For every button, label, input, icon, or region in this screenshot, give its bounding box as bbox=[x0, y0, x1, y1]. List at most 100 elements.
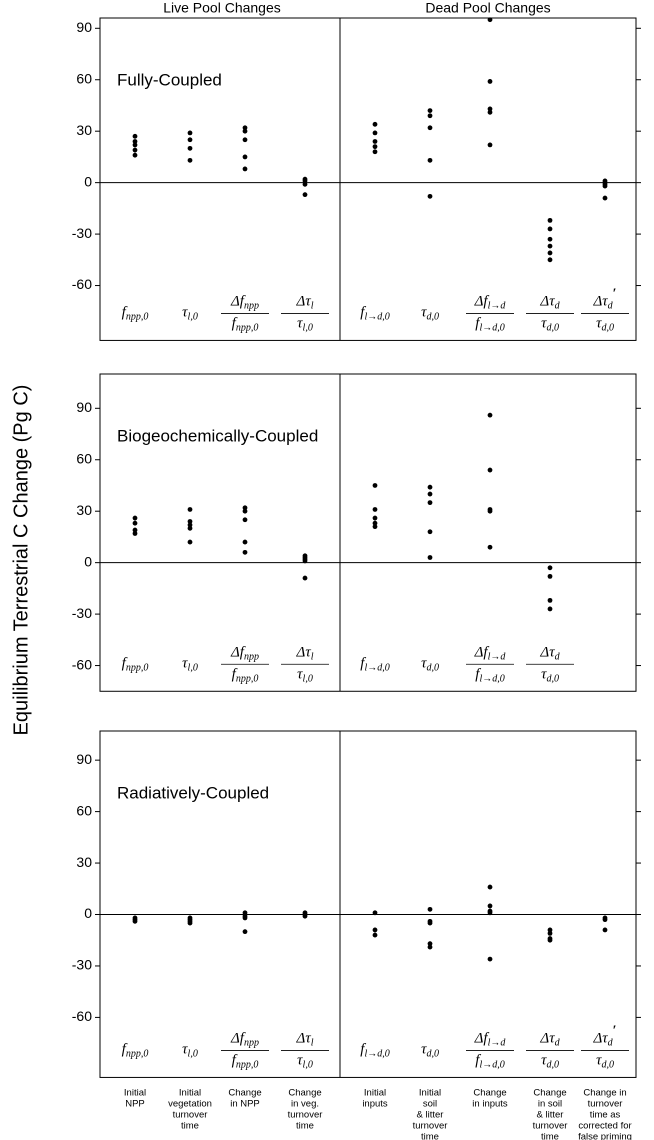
math-symbol: f bbox=[360, 656, 366, 672]
data-point bbox=[187, 525, 193, 531]
math-symbol: f bbox=[122, 305, 128, 321]
column-description: Change bbox=[473, 1088, 506, 1099]
math-label: Δfnpp bbox=[230, 645, 259, 663]
data-point bbox=[187, 522, 193, 528]
math-symbol: f bbox=[232, 667, 238, 683]
math-label: τl,0 bbox=[297, 1053, 313, 1071]
math-symbol: Δτ bbox=[539, 294, 555, 310]
math-subscript: d bbox=[555, 301, 561, 312]
math-symbol: τ bbox=[421, 1042, 427, 1058]
math-subscript: d,0 bbox=[426, 312, 439, 323]
data-point bbox=[132, 152, 138, 158]
data-point bbox=[427, 484, 433, 490]
data-point bbox=[487, 109, 493, 115]
math-label: Δτl bbox=[296, 645, 314, 663]
data-point bbox=[487, 956, 493, 962]
math-subscript: d,0 bbox=[426, 1049, 439, 1060]
math-symbol: Δτ bbox=[592, 294, 608, 310]
data-point bbox=[187, 145, 193, 151]
panel-title: Radiatively-Coupled bbox=[117, 783, 269, 802]
math-label: Δfl→d bbox=[474, 1031, 507, 1049]
data-point bbox=[487, 903, 493, 909]
math-symbol: f bbox=[232, 1053, 238, 1069]
data-point bbox=[427, 491, 433, 497]
column-description: inputs bbox=[362, 1099, 388, 1110]
y-tick-label: 60 bbox=[76, 70, 92, 86]
math-label: τd,0 bbox=[596, 1053, 614, 1071]
y-tick-label: 30 bbox=[76, 122, 92, 138]
column-description: turnover bbox=[588, 1099, 623, 1110]
data-point bbox=[602, 195, 608, 201]
math-symbol: Δτ bbox=[296, 645, 312, 661]
math-label: fnpp,0 bbox=[232, 316, 259, 334]
data-point bbox=[487, 910, 493, 916]
data-point bbox=[242, 137, 248, 143]
data-point bbox=[187, 539, 193, 545]
data-point bbox=[372, 932, 378, 938]
data-point bbox=[547, 573, 553, 579]
data-point bbox=[132, 515, 138, 521]
data-point bbox=[372, 139, 378, 144]
math-label: fnpp,0 bbox=[122, 1042, 149, 1060]
column-description: Change bbox=[288, 1088, 321, 1099]
data-point bbox=[427, 555, 433, 560]
math-subscript: npp bbox=[244, 1038, 259, 1049]
math-symbol: Δf bbox=[474, 1031, 490, 1047]
math-subscript: l→d,0 bbox=[479, 323, 504, 334]
math-subscript: d bbox=[555, 1038, 561, 1049]
math-label: fl→d,0 bbox=[475, 667, 504, 685]
data-point bbox=[372, 483, 378, 488]
data-point bbox=[427, 920, 433, 926]
math-symbol: τ bbox=[421, 656, 427, 672]
math-label: τd,0 bbox=[421, 305, 439, 323]
y-tick-label: 60 bbox=[76, 802, 92, 818]
data-point bbox=[187, 507, 193, 512]
math-symbol: τ bbox=[297, 1053, 303, 1069]
y-tick-label: -30 bbox=[72, 605, 92, 621]
data-point bbox=[547, 930, 553, 936]
data-point bbox=[132, 147, 138, 153]
data-point bbox=[242, 125, 248, 131]
math-subscript: l,0 bbox=[188, 312, 198, 323]
math-label: Δτl bbox=[296, 294, 314, 312]
math-label: Δτd bbox=[539, 294, 560, 312]
y-tick-label: 90 bbox=[76, 19, 92, 35]
math-label: fnpp,0 bbox=[122, 656, 149, 674]
data-point bbox=[487, 467, 493, 473]
data-point bbox=[187, 137, 193, 143]
data-point bbox=[372, 507, 378, 512]
column-description: Initial bbox=[364, 1088, 386, 1099]
data-point bbox=[187, 157, 193, 163]
math-subscript: l bbox=[311, 652, 314, 663]
column-description: corrected for bbox=[578, 1121, 631, 1132]
math-symbol: τ bbox=[182, 305, 188, 321]
math-subscript: npp bbox=[244, 301, 259, 312]
math-subscript: d bbox=[608, 301, 614, 312]
math-label: Δfnpp bbox=[230, 294, 259, 312]
math-symbol: f bbox=[122, 656, 128, 672]
column-description: vegetation bbox=[168, 1099, 212, 1110]
math-subscript: d,0 bbox=[546, 674, 559, 685]
data-point bbox=[547, 937, 553, 943]
math-label: τl,0 bbox=[297, 316, 313, 334]
math-label: τl,0 bbox=[182, 656, 198, 674]
math-symbol: τ bbox=[421, 305, 427, 321]
math-subscript: npp,0 bbox=[236, 323, 259, 334]
math-label: Δfnpp bbox=[230, 1031, 259, 1049]
data-point bbox=[427, 113, 433, 119]
data-point bbox=[547, 226, 553, 232]
data-point bbox=[427, 193, 433, 199]
data-point bbox=[302, 192, 308, 198]
math-subscript: l,0 bbox=[188, 663, 198, 674]
column-description: time bbox=[541, 1132, 559, 1140]
column-description: time bbox=[181, 1121, 199, 1132]
y-tick-label: 0 bbox=[84, 553, 92, 569]
data-point bbox=[602, 917, 608, 923]
panel-title: Biogeochemically-Coupled bbox=[117, 426, 318, 445]
math-subscript: l→d,0 bbox=[364, 663, 389, 674]
math-symbol: Δτ bbox=[592, 1031, 608, 1047]
math-subscript: npp,0 bbox=[126, 312, 149, 323]
data-point bbox=[372, 149, 378, 155]
math-subscript: l,0 bbox=[303, 674, 313, 685]
data-point bbox=[547, 927, 553, 933]
